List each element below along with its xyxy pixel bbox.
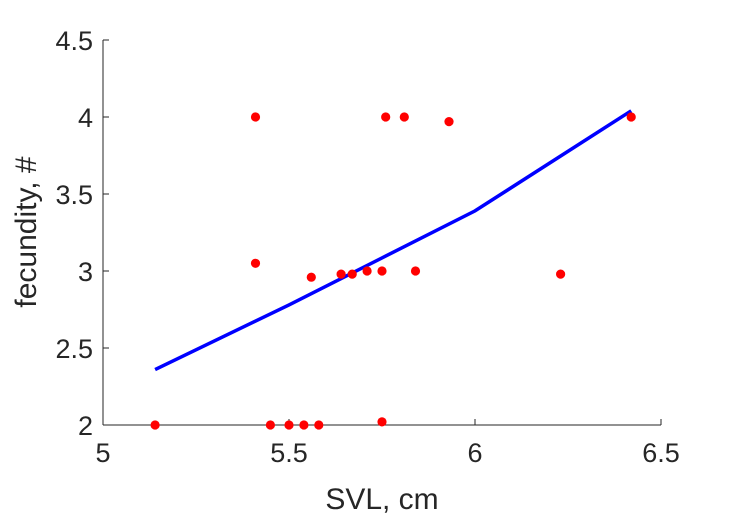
y-tick-label: 4 <box>78 103 93 133</box>
data-point <box>250 112 261 122</box>
x-tick-label: 5.5 <box>270 438 308 468</box>
data-point <box>377 266 387 276</box>
y-tick-label: 3.5 <box>55 180 93 210</box>
x-tick-label: 6.5 <box>642 438 680 468</box>
data-point <box>381 112 391 122</box>
data-point <box>556 269 566 279</box>
data-point <box>362 266 372 276</box>
scatter-points <box>150 112 636 430</box>
data-point <box>377 417 387 427</box>
data-point <box>306 272 316 282</box>
x-axis-title: SVL, cm <box>325 483 438 516</box>
y-tick-label: 2.5 <box>55 334 93 364</box>
data-point <box>347 269 357 279</box>
data-point <box>410 266 421 276</box>
data-point <box>299 420 309 430</box>
data-point <box>314 420 324 430</box>
y-tick-label: 2 <box>78 411 93 441</box>
fit-line-layer <box>154 109 633 372</box>
y-tick-label: 4.5 <box>55 26 93 56</box>
data-point <box>336 269 346 279</box>
x-tick-label: 5 <box>95 438 110 468</box>
y-tick-label: 3 <box>78 257 93 287</box>
data-point <box>399 112 409 122</box>
data-point <box>265 420 275 430</box>
y-axis-title: fecundity, # <box>10 156 43 308</box>
data-point <box>250 258 261 268</box>
fit-line <box>154 109 633 372</box>
data-point <box>626 112 636 122</box>
axes: 5 5.5 6 6.5 2 2.5 3 3.5 4 4.5 <box>55 26 679 468</box>
data-point <box>150 420 160 430</box>
data-point <box>284 420 294 430</box>
x-tick-label: 6 <box>467 438 482 468</box>
data-point <box>444 117 454 127</box>
